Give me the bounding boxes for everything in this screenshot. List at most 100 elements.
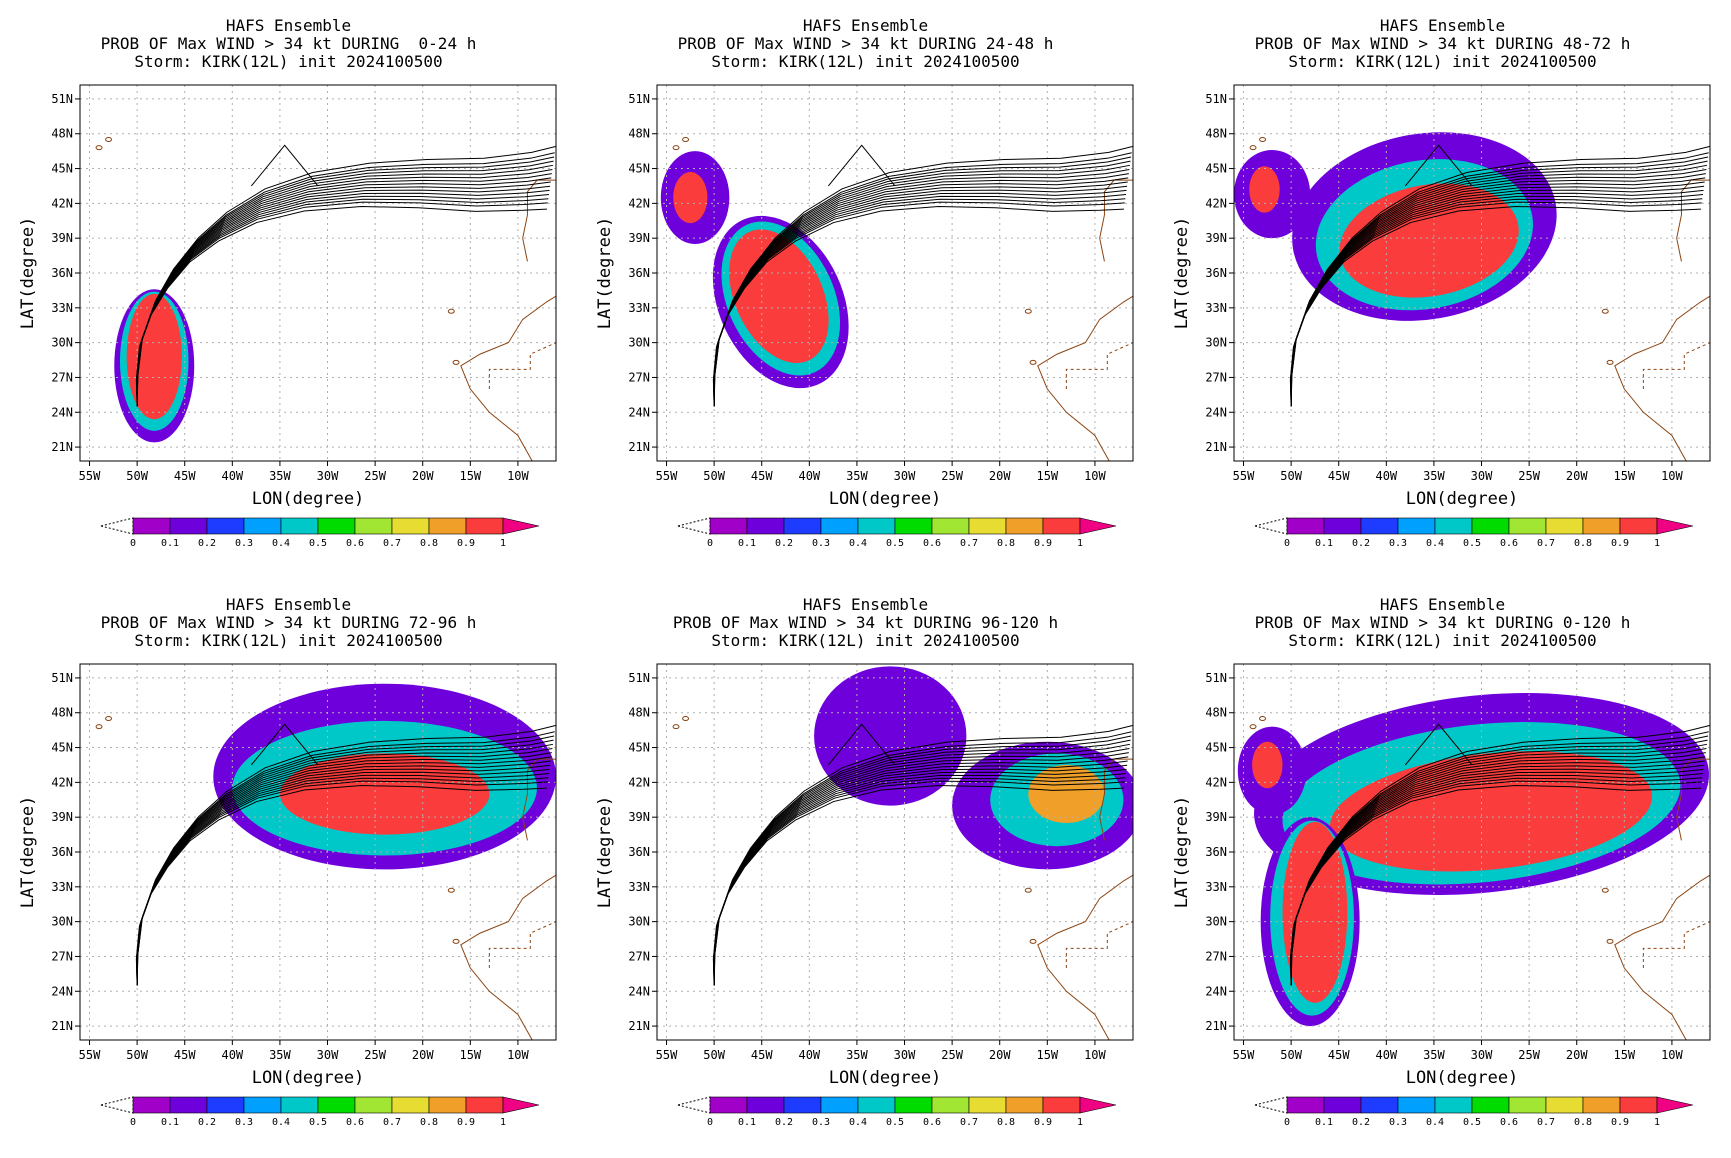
colorbar-label: 0.3 [235, 1117, 253, 1128]
lat-tick-label: 36N [628, 266, 650, 280]
colorbar-segment [354, 517, 393, 535]
lat-tick-label: 51N [628, 671, 650, 685]
y-axis-label: LAT(degree) [18, 217, 38, 330]
lon-tick-label: 35W [846, 469, 868, 483]
lon-tick-label: 40W [1375, 469, 1397, 483]
map-plot: 55W 50W 45W 40W 35W 30W 25W 20W 15W 10W 21N 24N 27N 3… [595, 84, 1134, 549]
colorbar-label: 0.4 [272, 538, 290, 549]
colorbar-segment [1286, 1096, 1325, 1114]
colorbar-segment [1545, 1096, 1584, 1114]
lon-tick-label: 15W [1036, 469, 1058, 483]
island [1601, 308, 1609, 314]
lon-tick-label: 45W [174, 469, 196, 483]
lat-tick-label: 51N [628, 92, 650, 106]
colorbar-segment [132, 517, 171, 535]
colorbar-label: 0.3 [235, 538, 253, 549]
colorbar-segment [1508, 517, 1547, 535]
panel-title-line: Storm: KIRK(12L) init 2024100500 [134, 631, 443, 650]
lon-tick-label: 50W [126, 1048, 148, 1062]
colorbar-label: 0.7 [960, 1117, 978, 1128]
lat-tick-label: 30N [51, 336, 73, 350]
lat-tick-label: 39N [1205, 810, 1227, 824]
y-axis-label: LAT(degree) [1172, 796, 1192, 909]
colorbar-over-arrow [502, 517, 540, 535]
lat-tick-label: 45N [628, 162, 650, 176]
colorbar-segment [206, 1096, 245, 1114]
colorbar-label: 0.2 [198, 538, 216, 549]
country-border [1065, 921, 1133, 969]
colorbar-segment [354, 1096, 393, 1114]
coastline [1037, 295, 1133, 461]
ensemble-track [136, 185, 551, 407]
lon-tick-label: 25W [364, 469, 386, 483]
lon-tick-label: 55W [79, 469, 101, 483]
map-plot: 55W 50W 45W 40W 35W 30W 25W 20W 15W 10W 21N 24N 27N 3… [18, 84, 557, 549]
probability-contour [1282, 821, 1348, 1003]
lat-tick-label: 24N [1205, 405, 1227, 419]
coastline [1614, 295, 1710, 461]
colorbar-label: 0.2 [775, 1117, 793, 1128]
colorbar-segment [465, 517, 504, 535]
lon-tick-label: 40W [221, 469, 243, 483]
lon-tick-label: 35W [269, 469, 291, 483]
lat-tick-label: 30N [628, 336, 650, 350]
island [452, 938, 460, 944]
probability-contour [729, 229, 829, 363]
country-border [488, 342, 556, 390]
island [1249, 724, 1257, 730]
colorbar-label: 0 [130, 538, 136, 549]
lat-tick-label: 36N [1205, 266, 1227, 280]
colorbar-label: 0.5 [309, 538, 327, 549]
map-plot: 55W 50W 45W 40W 35W 30W 25W 20W 15W 10W 21N 24N 27N 3… [1172, 663, 1711, 1128]
x-axis-label: LON(degree) [1406, 1068, 1519, 1088]
island [682, 716, 690, 722]
lon-tick-label: 10W [507, 469, 529, 483]
colorbar-segment [280, 517, 319, 535]
colorbar-under-arrow [677, 1096, 711, 1114]
ensemble-track [1404, 144, 1473, 187]
panel-title-line: Storm: KIRK(12L) init 2024100500 [711, 631, 1020, 650]
ensemble-track [827, 144, 896, 187]
colorbar-label: 0 [707, 1117, 713, 1128]
colorbar-segment [783, 1096, 822, 1114]
lon-tick-label: 10W [1661, 469, 1683, 483]
colorbar-label: 0.4 [272, 1117, 290, 1128]
ensemble-track [136, 777, 549, 986]
colorbar-label: 0.1 [738, 1117, 756, 1128]
y-axis-label: LAT(degree) [1172, 217, 1192, 330]
colorbar-label: 0.8 [420, 1117, 438, 1128]
colorbar-label: 0.5 [1463, 1117, 1481, 1128]
lat-tick-label: 51N [51, 671, 73, 685]
lon-tick-label: 55W [1233, 1048, 1255, 1062]
island [1259, 716, 1267, 722]
lat-tick-label: 39N [1205, 231, 1227, 245]
lat-tick-label: 48N [51, 706, 73, 720]
lon-tick-label: 20W [1566, 469, 1588, 483]
lon-tick-label: 25W [364, 1048, 386, 1062]
island [1601, 887, 1609, 893]
ensemble-track [136, 201, 548, 407]
probability-contour [1249, 166, 1280, 213]
lon-tick-label: 20W [989, 1048, 1011, 1062]
lon-tick-label: 40W [798, 469, 820, 483]
island [682, 137, 690, 143]
coastline [1099, 179, 1133, 262]
colorbar-label: 0.1 [738, 538, 756, 549]
colorbar-label: 0.1 [1315, 538, 1333, 549]
country-border [488, 921, 556, 969]
colorbar-segment [857, 1096, 896, 1114]
map-panel: HAFS Ensemble PROB OF Max WIND > 34 kt DU… [577, 579, 1154, 1158]
lon-tick-label: 55W [656, 469, 678, 483]
lat-tick-label: 42N [1205, 775, 1227, 789]
island [1024, 308, 1032, 314]
panel-title-line: Storm: KIRK(12L) init 2024100500 [134, 52, 443, 71]
lon-tick-label: 15W [1036, 1048, 1058, 1062]
lat-tick-label: 48N [628, 127, 650, 141]
colorbar-label: 0.9 [457, 1117, 475, 1128]
colorbar-label: 0.3 [1389, 538, 1407, 549]
ensemble-track [136, 198, 549, 407]
colorbar-label: 0 [1284, 1117, 1290, 1128]
panel-title-line: PROB OF Max WIND > 34 kt DURING 72-96 h [100, 613, 477, 632]
lon-tick-label: 45W [1328, 469, 1350, 483]
